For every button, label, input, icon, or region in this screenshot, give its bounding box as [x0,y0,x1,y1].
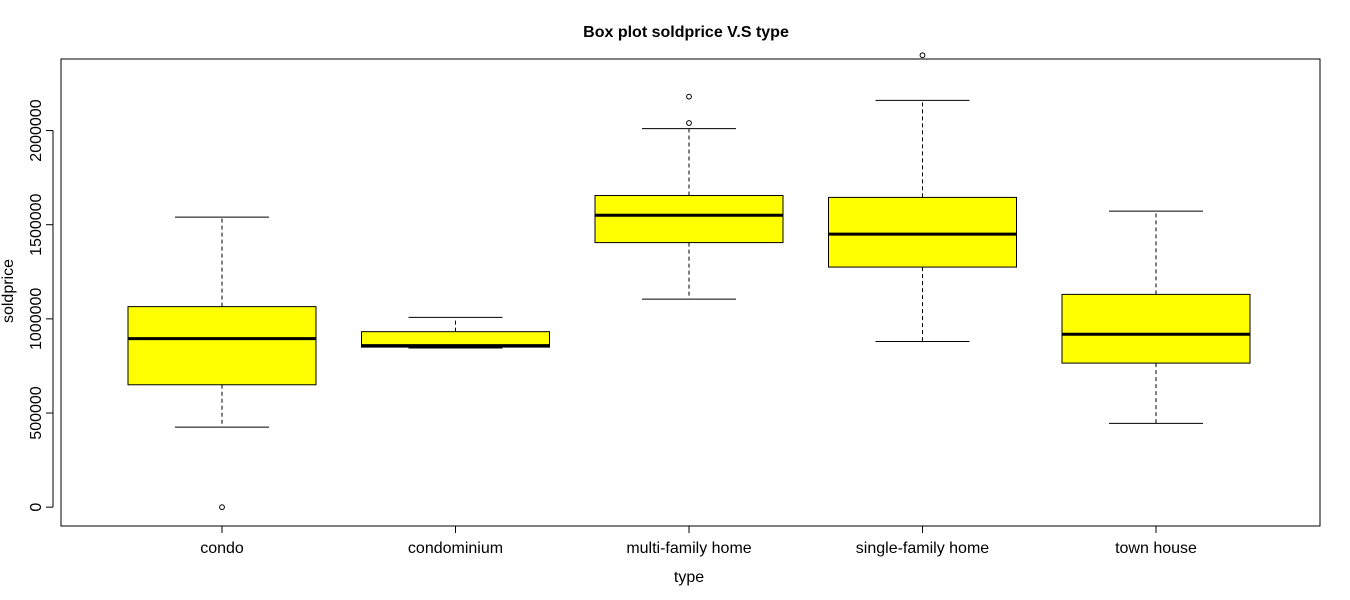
outlier-point [686,120,692,126]
x-tick-label: condo [200,540,244,557]
y-tick-label: 500000 [28,386,45,439]
y-tick-label: 1500000 [28,193,45,255]
iqr-box [1061,293,1251,364]
boxes-group [127,52,1251,511]
iqr-box [828,196,1017,268]
box-multi-family-home [594,93,784,300]
outlier-point [686,93,692,100]
box-single-family-home [828,52,1017,342]
x-tick-label: multi-family home [626,540,751,557]
box-condo [127,216,317,511]
box-condominium [361,316,550,349]
outlier-point [919,52,926,59]
y-axis: 0 500000 1000000 1500000 2000000 [28,99,54,512]
y-tick-label: 1000000 [28,288,45,350]
x-axis-title: type [674,569,704,586]
iqr-box [127,306,317,386]
y-tick-label: 0 [28,503,45,512]
x-tick-label: single-family home [856,540,989,557]
box-town-house [1061,210,1251,424]
iqr-box [594,195,784,244]
iqr-box [361,331,550,348]
x-tick-label: town house [1115,540,1197,557]
x-axis: condo condominium multi-family home single-… [200,525,1197,557]
x-tick-label: condominium [408,540,503,557]
chart-title: Box plot soldprice V.S type [583,24,789,41]
y-tick-label: 2000000 [28,99,45,161]
outlier-point [219,504,225,511]
y-axis-title: soldprice [0,259,17,323]
